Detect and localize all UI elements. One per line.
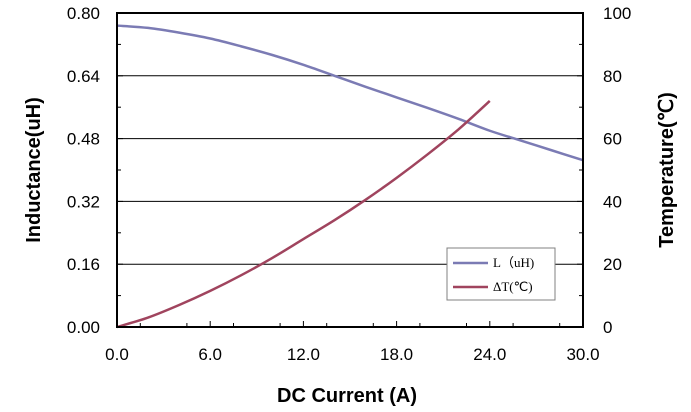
right-y-tick-label: 80 (603, 67, 622, 86)
left-y-tick-label: 0.80 (67, 4, 100, 23)
right-y-axis-title: Temperature(℃) (656, 92, 678, 247)
legend: L（uH) ΔT(℃) (446, 247, 556, 301)
x-tick-label: 30.0 (566, 345, 599, 364)
left-y-tick-label: 0.00 (67, 318, 100, 337)
right-y-tick-label: 100 (603, 4, 631, 23)
left-y-axis-title: Inductance(uH) (23, 97, 45, 243)
right-y-tick-label: 40 (603, 192, 622, 211)
left-y-tick-label: 0.48 (67, 130, 100, 149)
inductance-series-line (116, 24, 584, 162)
x-tick-label: 24.0 (473, 345, 506, 364)
left-y-tick-label: 0.16 (67, 255, 100, 274)
legend-label-temperature: ΔT(℃) (493, 279, 533, 294)
temperature-series-line (116, 99, 491, 329)
x-tick-label: 0.0 (105, 345, 129, 364)
series-lines (116, 24, 584, 329)
right-y-tick-label: 60 (603, 130, 622, 149)
left-y-tick-label: 0.64 (67, 67, 100, 86)
right-y-tick-label: 0 (603, 318, 612, 337)
left-y-axis-ticks: 0.00 0.16 0.32 0.48 0.64 0.80 (67, 4, 123, 337)
x-tick-label: 12.0 (287, 345, 320, 364)
legend-box (446, 247, 556, 301)
x-tick-label: 6.0 (198, 345, 222, 364)
left-y-tick-label: 0.32 (67, 192, 100, 211)
gridlines (117, 75, 583, 265)
x-tick-label: 18.0 (380, 345, 413, 364)
right-y-tick-label: 20 (603, 255, 622, 274)
legend-label-inductance: L（uH) (493, 255, 534, 270)
x-axis-ticks: 0.0 6.0 12.0 18.0 24.0 30.0 (105, 321, 600, 364)
right-y-axis-ticks: 0 20 40 60 80 100 (577, 4, 631, 337)
x-axis-title: DC Current (A) (277, 385, 417, 407)
